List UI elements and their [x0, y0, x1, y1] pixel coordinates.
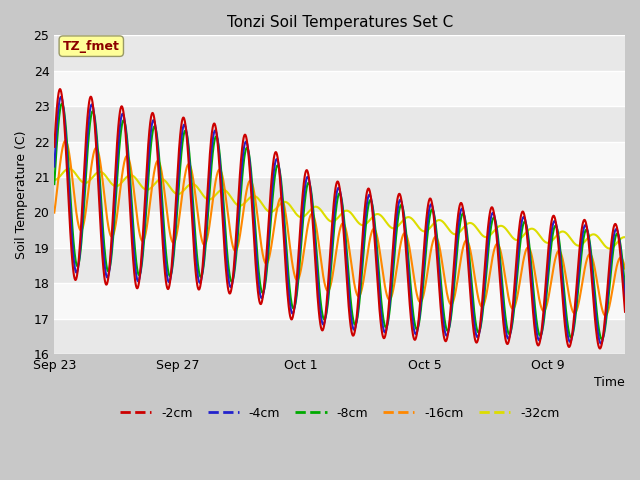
-4cm	[500, 312, 508, 318]
-2cm	[51, 144, 58, 150]
Line: -8cm: -8cm	[54, 104, 625, 339]
Line: -32cm: -32cm	[54, 168, 625, 249]
-2cm	[605, 265, 613, 271]
-4cm	[605, 278, 613, 284]
Bar	[54, 142, 625, 177]
Bar	[54, 106, 625, 142]
-2cm	[596, 346, 604, 351]
-32cm	[80, 180, 88, 186]
Bar	[54, 213, 625, 248]
-4cm	[328, 237, 336, 243]
-4cm	[605, 282, 612, 288]
-32cm	[605, 245, 612, 251]
-16cm	[328, 276, 336, 281]
-8cm	[605, 292, 612, 298]
-32cm	[51, 177, 58, 183]
Line: -4cm: -4cm	[54, 97, 625, 344]
-16cm	[61, 138, 69, 144]
Text: TZ_fmet: TZ_fmet	[63, 40, 120, 53]
-4cm	[597, 341, 605, 347]
-32cm	[65, 166, 73, 171]
-8cm	[621, 285, 629, 290]
Bar	[54, 36, 625, 71]
-16cm	[500, 266, 508, 272]
-8cm	[80, 208, 88, 214]
Y-axis label: Soil Temperature (C): Soil Temperature (C)	[15, 131, 28, 259]
-32cm	[328, 219, 336, 225]
Title: Tonzi Soil Temperatures Set C: Tonzi Soil Temperatures Set C	[227, 15, 452, 30]
-8cm	[51, 181, 58, 187]
-16cm	[605, 305, 613, 311]
-2cm	[621, 309, 629, 315]
-16cm	[80, 221, 88, 227]
Bar	[54, 248, 625, 283]
-16cm	[313, 228, 321, 234]
-32cm	[621, 234, 629, 240]
Bar	[54, 319, 625, 354]
-2cm	[313, 285, 321, 291]
-16cm	[621, 265, 629, 271]
-16cm	[602, 312, 609, 318]
-16cm	[605, 306, 612, 312]
-32cm	[500, 224, 508, 230]
-32cm	[605, 246, 613, 252]
-2cm	[80, 175, 88, 181]
-2cm	[328, 221, 336, 227]
-8cm	[313, 255, 321, 261]
-2cm	[56, 86, 64, 92]
-2cm	[500, 325, 508, 331]
Legend: -2cm, -4cm, -8cm, -16cm, -32cm: -2cm, -4cm, -8cm, -16cm, -32cm	[115, 402, 564, 425]
-4cm	[313, 269, 321, 275]
Bar	[54, 71, 625, 106]
-8cm	[328, 252, 336, 257]
-16cm	[51, 210, 58, 216]
X-axis label: Time: Time	[595, 376, 625, 389]
-4cm	[51, 164, 58, 169]
-8cm	[598, 336, 605, 342]
-32cm	[605, 246, 612, 252]
Bar	[54, 283, 625, 319]
-8cm	[58, 101, 66, 107]
-8cm	[605, 289, 613, 295]
Line: -16cm: -16cm	[54, 141, 625, 315]
-4cm	[621, 296, 629, 302]
-4cm	[80, 193, 88, 199]
-2cm	[605, 269, 612, 275]
Line: -2cm: -2cm	[54, 89, 625, 348]
Bar	[54, 177, 625, 213]
-8cm	[500, 300, 508, 306]
-32cm	[313, 204, 321, 210]
-4cm	[57, 94, 65, 100]
